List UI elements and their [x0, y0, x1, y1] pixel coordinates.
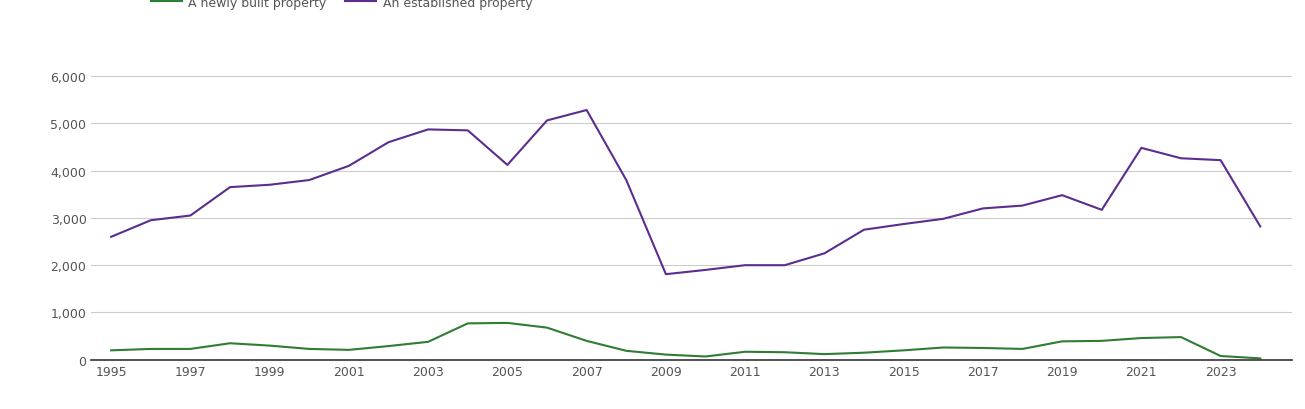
A newly built property — [459, 321, 475, 326]
An established property — [262, 183, 278, 188]
A newly built property — [222, 341, 238, 346]
A newly built property — [539, 326, 555, 330]
An established property — [1253, 225, 1268, 229]
An established property — [579, 108, 595, 113]
A newly built property — [144, 346, 159, 351]
A newly built property — [737, 349, 753, 354]
An established property — [1173, 156, 1189, 161]
Line: A newly built property: A newly built property — [111, 323, 1261, 359]
A newly built property — [103, 348, 119, 353]
A newly built property — [776, 350, 792, 355]
A newly built property — [500, 321, 515, 326]
A newly built property — [420, 339, 436, 344]
A newly built property — [856, 351, 872, 355]
An established property — [103, 235, 119, 240]
A newly built property — [895, 348, 911, 353]
A newly built property — [817, 352, 833, 357]
An established property — [539, 119, 555, 124]
A newly built property — [579, 339, 595, 344]
An established property — [817, 251, 833, 256]
A newly built property — [1094, 339, 1109, 344]
An established property — [737, 263, 753, 268]
A newly built property — [1173, 335, 1189, 340]
An established property — [459, 128, 475, 133]
A newly built property — [619, 348, 634, 353]
A newly built property — [1212, 354, 1228, 359]
An established property — [144, 218, 159, 223]
An established property — [658, 272, 673, 277]
A newly built property — [1015, 346, 1031, 351]
Legend: A newly built property, An established property: A newly built property, An established p… — [146, 0, 538, 15]
An established property — [1094, 208, 1109, 213]
A newly built property — [183, 346, 198, 351]
An established property — [698, 268, 714, 273]
An established property — [500, 163, 515, 168]
An established property — [856, 228, 872, 233]
An established property — [895, 222, 911, 227]
A newly built property — [975, 346, 990, 351]
An established property — [619, 178, 634, 183]
A newly built property — [381, 344, 397, 349]
An established property — [1134, 146, 1150, 151]
A newly built property — [1253, 356, 1268, 361]
An established property — [222, 185, 238, 190]
An established property — [776, 263, 792, 268]
A newly built property — [1134, 336, 1150, 341]
A newly built property — [341, 348, 356, 353]
An established property — [1054, 193, 1070, 198]
An established property — [936, 217, 951, 222]
An established property — [341, 164, 356, 169]
An established property — [183, 213, 198, 218]
A newly built property — [936, 345, 951, 350]
An established property — [301, 178, 317, 183]
A newly built property — [262, 343, 278, 348]
Line: An established property: An established property — [111, 111, 1261, 274]
An established property — [381, 140, 397, 145]
An established property — [1212, 158, 1228, 163]
A newly built property — [658, 352, 673, 357]
An established property — [975, 207, 990, 211]
A newly built property — [1054, 339, 1070, 344]
A newly built property — [698, 354, 714, 359]
An established property — [1015, 204, 1031, 209]
An established property — [420, 128, 436, 133]
A newly built property — [301, 346, 317, 351]
